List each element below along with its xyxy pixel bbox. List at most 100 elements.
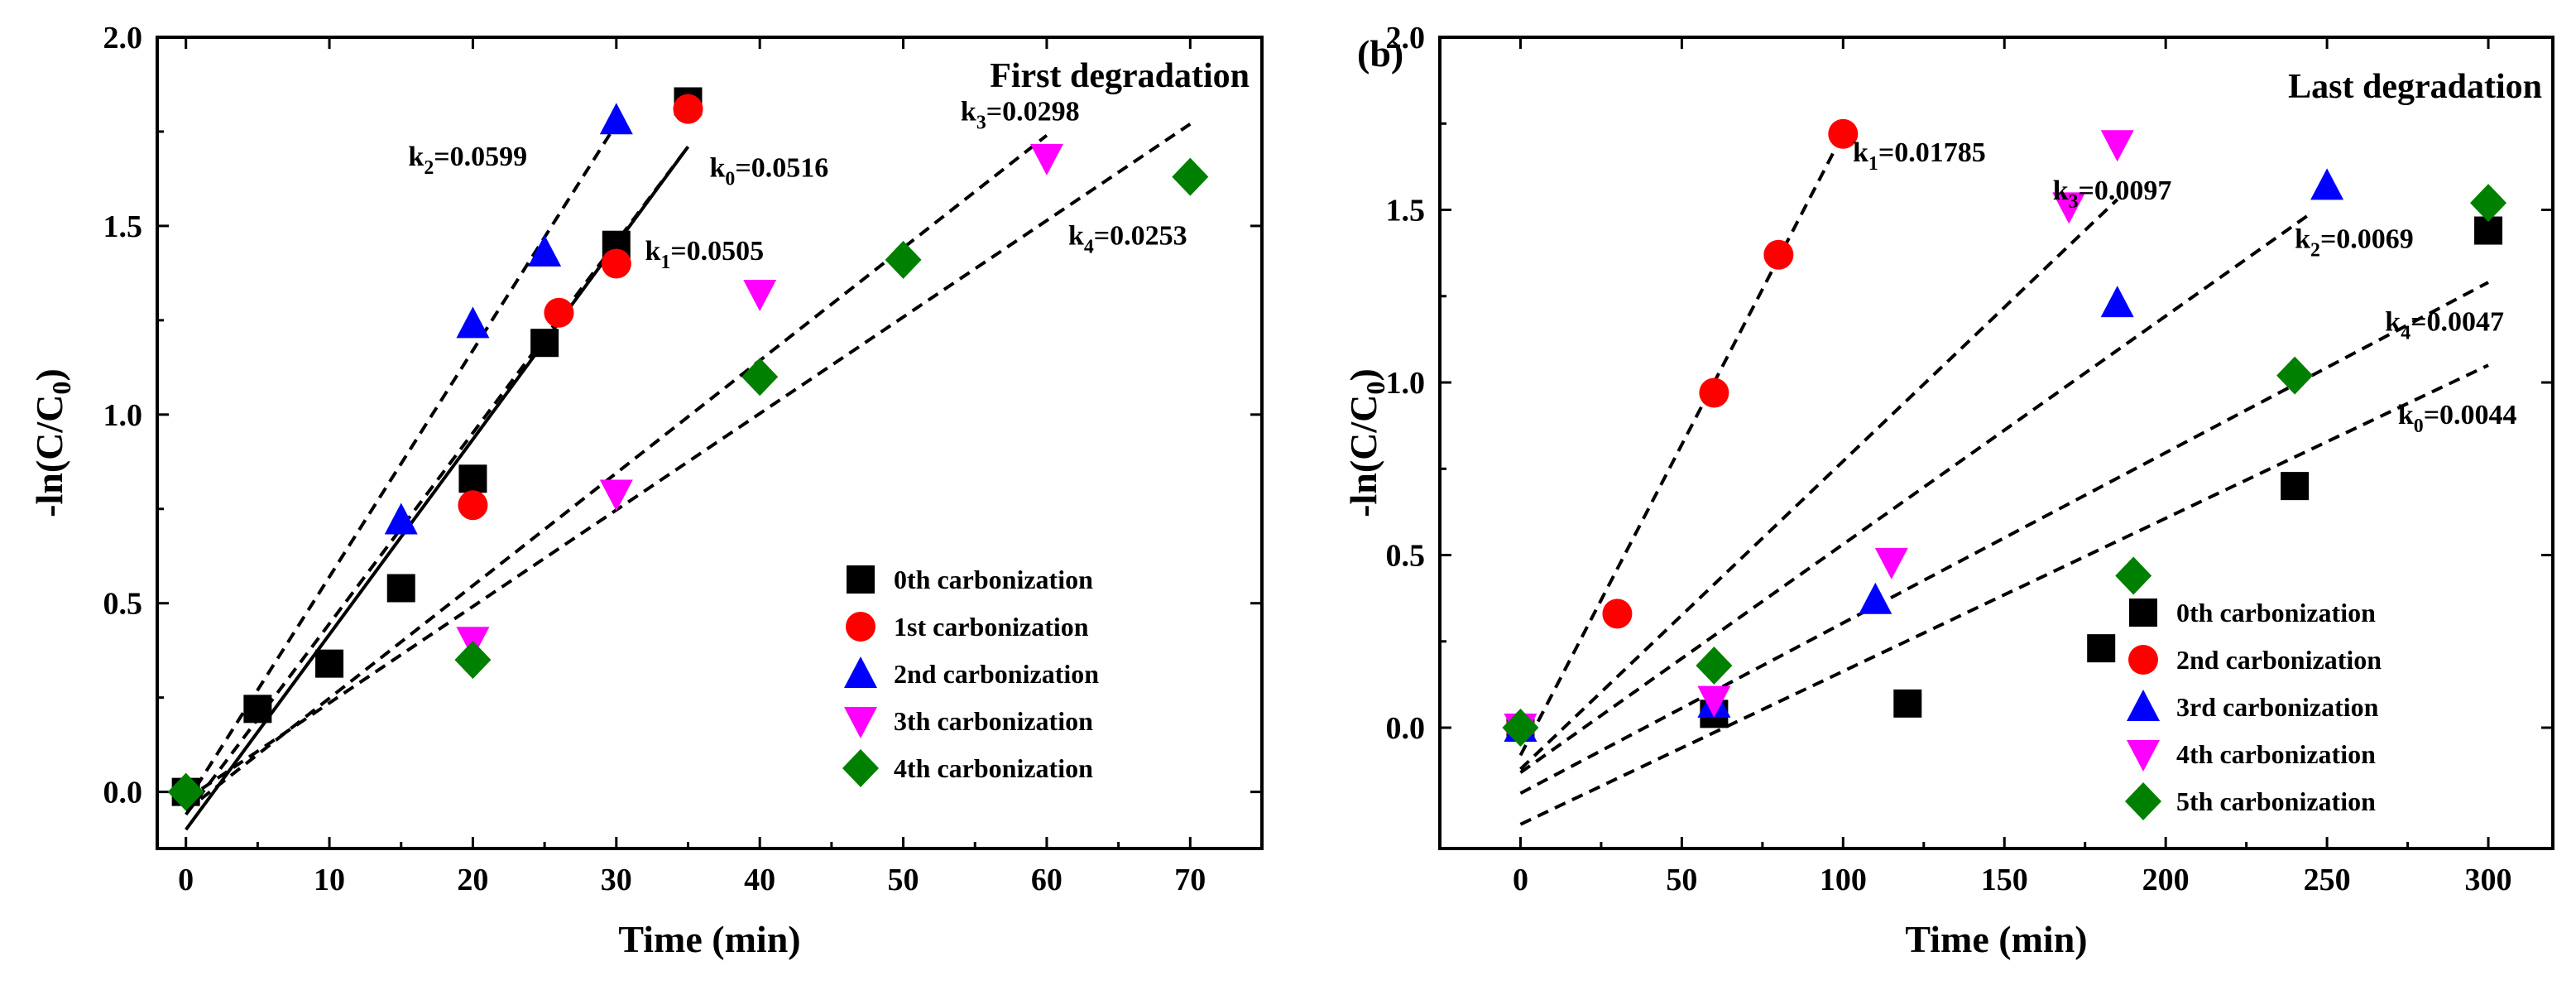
data-point-series-0 [386, 574, 415, 603]
y-axis-title-group: -ln(C/C0) [28, 368, 76, 517]
rate-constant-label-4: k0=0.0044 [2398, 400, 2517, 437]
data-point-series-0 [530, 329, 559, 358]
plot-area-frame [156, 36, 1264, 850]
data-point-series-4 [2115, 556, 2152, 595]
x-tick-label: 70 [1174, 863, 1206, 897]
x-tick-label: 200 [2142, 863, 2190, 897]
data-point-series-0 [458, 464, 487, 493]
rate-constant-label-3: k4=0.0047 [2385, 306, 2504, 344]
y-axis-title: -ln(C/C0) [28, 368, 76, 517]
data-point-series-4 [741, 358, 779, 397]
legend-entry-0: 0th carbonization [2176, 598, 2376, 627]
panel-letter: (b) [1357, 32, 1403, 75]
legend-entry-3: 4th carbonization [2176, 739, 2376, 769]
x-tick-label: 0 [1513, 863, 1528, 897]
data-point-series-0 [2087, 634, 2116, 663]
rate-constant-label-0: k1=0.01785 [1853, 137, 1986, 175]
legend-marker-3 [2127, 740, 2160, 772]
data-point-series-1 [601, 248, 631, 279]
data-point-series-3 [1874, 547, 1908, 579]
y-axis-title-group: -ln(C/C0) [1342, 368, 1390, 517]
data-point-series-1 [1763, 239, 1794, 270]
fit-line-2 [1519, 212, 2312, 774]
plot-area-frame [1438, 36, 2554, 850]
x-tick-label: 10 [314, 863, 345, 897]
x-tick-label: 60 [1031, 863, 1063, 897]
legend-marker-3 [844, 707, 877, 738]
legend-marker-0 [2129, 599, 2157, 627]
fit-line-0 [1518, 132, 1845, 757]
data-point-series-4 [885, 240, 922, 279]
y-tick-label: 2.0 [103, 21, 143, 55]
data-point-series-4 [2470, 184, 2507, 223]
rate-constant-label-0: k2=0.0599 [408, 142, 527, 179]
fit-line-1 [1519, 198, 2119, 771]
rate-constant-label-1: k0=0.0516 [710, 153, 829, 190]
data-point-series-4 [1502, 709, 1539, 748]
data-point-series-1 [1828, 118, 1859, 149]
x-tick-label: 250 [2304, 863, 2351, 897]
y-tick-label: 0.5 [1386, 539, 1426, 574]
data-point-series-3 [599, 479, 633, 512]
x-tick-label: 50 [888, 863, 919, 897]
x-tick-label: 40 [744, 863, 775, 897]
data-point-series-3 [1697, 685, 1731, 718]
legend-entry-1: 1st carbonization [894, 612, 1089, 642]
rate-constant-label-1: k3=0.0097 [2053, 175, 2172, 213]
rate-constant-label-2: k1=0.0505 [645, 236, 764, 273]
x-tick-label: 50 [1666, 863, 1697, 897]
panel-first-degradation: 0 10 20 30 40 50 60 70 0.0 0.5 1.0 1.5 2.0 Time (min)… [28, 21, 1264, 960]
data-point-series-0 [2281, 472, 2310, 501]
legend-entry-4: 4th carbonization [894, 753, 1093, 783]
data-point-series-2 [384, 502, 418, 535]
data-point-series-1 [673, 94, 703, 124]
data-point-series-0 [243, 695, 272, 724]
data-point-series-2 [1859, 582, 1892, 614]
data-point-series-2 [599, 103, 633, 135]
legend-entry-1: 2nd carbonization [2176, 645, 2382, 675]
fit-line-4 [185, 123, 1192, 801]
y-tick-label: 0.0 [1386, 711, 1426, 746]
x-axis-title: Time (min) [1905, 918, 2087, 960]
data-point-series-1 [1699, 377, 1729, 408]
panel-title: Last degradation [2288, 68, 2542, 106]
legend-entry-4: 5th carbonization [2176, 786, 2376, 816]
data-point-series-2 [2100, 286, 2134, 318]
x-tick-label: 0 [178, 863, 194, 897]
fit-line-3 [1519, 281, 2489, 796]
fit-line-3 [185, 133, 1048, 812]
legend-marker-1 [2128, 645, 2158, 675]
legend-marker-1 [846, 612, 875, 642]
data-point-series-4 [167, 772, 204, 811]
y-tick-label: 0.5 [103, 587, 143, 622]
x-tick-label: 20 [457, 863, 488, 897]
legend-marker-2 [844, 656, 877, 688]
legend-entry-3: 3th carbonization [894, 706, 1093, 736]
data-point-series-4 [454, 641, 492, 680]
y-tick-label: 2.0 [1386, 21, 1426, 55]
y-tick-label: 1.5 [103, 209, 143, 244]
x-tick-label: 150 [1981, 863, 2028, 897]
x-tick-label: 300 [2465, 863, 2512, 897]
data-point-series-3 [2052, 192, 2086, 224]
y-tick-label: 1.0 [1386, 366, 1426, 401]
data-point-series-3 [2100, 130, 2134, 162]
panel-last-degradation: 0 50 100 150 200 250 300 0.0 0.5 1.0 1.5 2.0 Time (m… [1342, 21, 2554, 960]
data-point-series-1 [544, 297, 574, 328]
data-point-series-1 [458, 490, 488, 521]
data-point-series-4 [2276, 356, 2314, 395]
legend-marker-4 [2125, 782, 2161, 820]
data-point-series-2 [456, 306, 490, 339]
legend-entry-2: 2nd carbonization [894, 659, 1099, 689]
legend-entry-0: 0th carbonization [894, 565, 1093, 594]
legend-marker-0 [847, 565, 875, 594]
legend-marker-2 [2127, 690, 2160, 721]
panel-title: First degradation [990, 57, 1250, 95]
rate-constant-label-3: k3=0.0298 [961, 96, 1080, 133]
legend-marker-4 [842, 749, 879, 787]
x-axis-title: Time (min) [618, 918, 800, 960]
y-tick-label: 1.5 [1386, 194, 1426, 228]
data-point-series-0 [315, 649, 344, 678]
data-point-series-3 [1029, 143, 1063, 175]
